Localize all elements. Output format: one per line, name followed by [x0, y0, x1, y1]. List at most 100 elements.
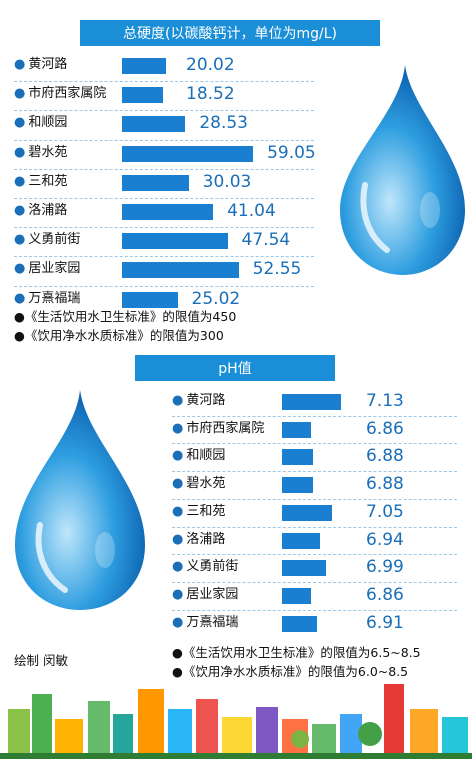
- water-drop-icon: [15, 390, 145, 610]
- category-label: ● 三和苑: [172, 504, 225, 520]
- category-text: 万熹福瑞: [186, 614, 239, 630]
- bar: [282, 587, 312, 604]
- bar: [122, 58, 167, 74]
- category-label: ● 和顺园: [14, 115, 67, 131]
- bar: [282, 504, 333, 521]
- bullet-icon: ●: [14, 261, 26, 277]
- row-separator: [172, 609, 457, 611]
- data-label: 52.55: [252, 259, 302, 280]
- data-label: 6.94: [366, 529, 404, 550]
- bar: [282, 560, 326, 577]
- hardness-title-banner: 总硬度(以碳酸钙计，单位为mg/L): [80, 20, 380, 46]
- city-skyline-illustration: [0, 684, 472, 759]
- data-label: 41.04: [227, 201, 276, 221]
- bullet-icon: ●: [172, 531, 184, 547]
- category-text: 居业家园: [28, 261, 81, 277]
- category-label: ● 洛浦路: [172, 532, 225, 548]
- row-separator: [14, 168, 314, 170]
- category-text: 黄河路: [186, 393, 226, 408]
- data-label: 30.03: [202, 171, 252, 192]
- bar: [282, 449, 314, 466]
- credit-text: 绘制 闵敏: [14, 653, 68, 668]
- category-text: 三和苑: [186, 503, 226, 519]
- bullet-icon: ●: [172, 559, 184, 575]
- data-label: 28.53: [199, 113, 248, 134]
- category-label: ● 黄河路: [14, 57, 67, 73]
- ph-title-banner: pH值: [135, 355, 335, 381]
- category-text: 市府西家属院: [186, 420, 265, 436]
- water-drop-icon: [340, 65, 465, 275]
- data-label: 18.52: [186, 84, 235, 105]
- category-label: ● 义勇前街: [14, 232, 80, 248]
- hardness-note-1: ●《生活饮用水卫生标准》的限值为450: [14, 309, 237, 324]
- bar: [282, 421, 312, 438]
- category-label: ● 义勇前街: [172, 559, 238, 575]
- bar: [122, 145, 254, 162]
- row-separator: [172, 498, 457, 500]
- hardness-note-2: ●《饮用净水水质标准》的限值为300: [14, 328, 224, 343]
- category-text: 洛浦路: [28, 203, 68, 218]
- bullet-icon: ●: [172, 614, 184, 630]
- data-label: 6.88: [366, 446, 404, 467]
- category-label: ● 三和苑: [14, 174, 67, 190]
- row-separator: [172, 443, 457, 445]
- bar: [122, 87, 164, 104]
- bullet-icon: ●: [14, 144, 26, 160]
- bullet-icon: ●: [172, 448, 184, 464]
- bullet-icon: ●: [14, 173, 26, 189]
- ph-note-1: ●《生活饮用水卫生标准》的限值为6.5~8.5: [172, 645, 421, 660]
- bar: [122, 204, 214, 220]
- bullet-icon: ●: [172, 393, 184, 408]
- category-text: 碧水苑: [28, 144, 68, 160]
- bullet-icon: ●: [172, 420, 184, 436]
- category-label: ● 居业家园: [14, 261, 80, 277]
- bullet-icon: ●: [14, 57, 26, 72]
- ph-note-2: ●《饮用净水水质标准》的限值为6.0~8.5: [172, 664, 409, 679]
- bar: [122, 291, 178, 308]
- bar: [282, 394, 342, 410]
- row-separator: [14, 198, 314, 199]
- row-separator: [14, 81, 314, 83]
- bullet-icon: ●: [14, 115, 26, 131]
- data-label: 6.88: [366, 474, 404, 495]
- category-text: 万熹福瑞: [28, 290, 81, 306]
- category-text: 市府西家属院: [28, 86, 107, 102]
- data-label: 6.86: [366, 418, 404, 439]
- data-label: 59.05: [267, 142, 316, 163]
- bullet-icon: ●: [172, 476, 184, 492]
- data-label: 20.02: [186, 55, 235, 75]
- bullet-icon: ●: [172, 503, 184, 519]
- category-label: ● 碧水苑: [14, 145, 67, 161]
- bullet-icon: ●: [14, 86, 26, 102]
- category-label: ● 市府西家属院: [14, 86, 106, 102]
- bar: [282, 532, 321, 549]
- bullet-icon: ●: [14, 290, 26, 306]
- row-separator: [172, 581, 457, 583]
- category-label: ● 黄河路: [172, 393, 225, 409]
- category-label: ● 和顺园: [172, 448, 225, 464]
- category-text: 碧水苑: [186, 476, 226, 492]
- row-separator: [14, 256, 314, 258]
- data-label: 7.13: [366, 391, 404, 411]
- row-separator: [14, 139, 314, 141]
- category-text: 义勇前街: [28, 232, 81, 248]
- hardness-title: 总硬度(以碳酸钙计，单位为mg/L): [123, 26, 337, 42]
- bar: [122, 233, 228, 250]
- row-separator: [172, 526, 457, 528]
- category-label: ● 万熹福瑞: [172, 615, 238, 631]
- data-label: 25.02: [191, 288, 241, 309]
- row-separator: [172, 415, 457, 417]
- bar: [122, 116, 186, 133]
- bar: [282, 615, 317, 632]
- data-label: 6.86: [366, 584, 404, 605]
- row-separator: [14, 285, 314, 287]
- category-text: 义勇前街: [186, 559, 239, 575]
- row-separator: [172, 471, 457, 473]
- bar: [282, 477, 314, 494]
- bar: [122, 262, 239, 279]
- data-label: 6.91: [366, 612, 404, 633]
- category-label: ● 居业家园: [172, 587, 238, 603]
- category-text: 和顺园: [28, 115, 68, 131]
- category-label: ● 碧水苑: [172, 476, 225, 492]
- bullet-icon: ●: [14, 203, 26, 218]
